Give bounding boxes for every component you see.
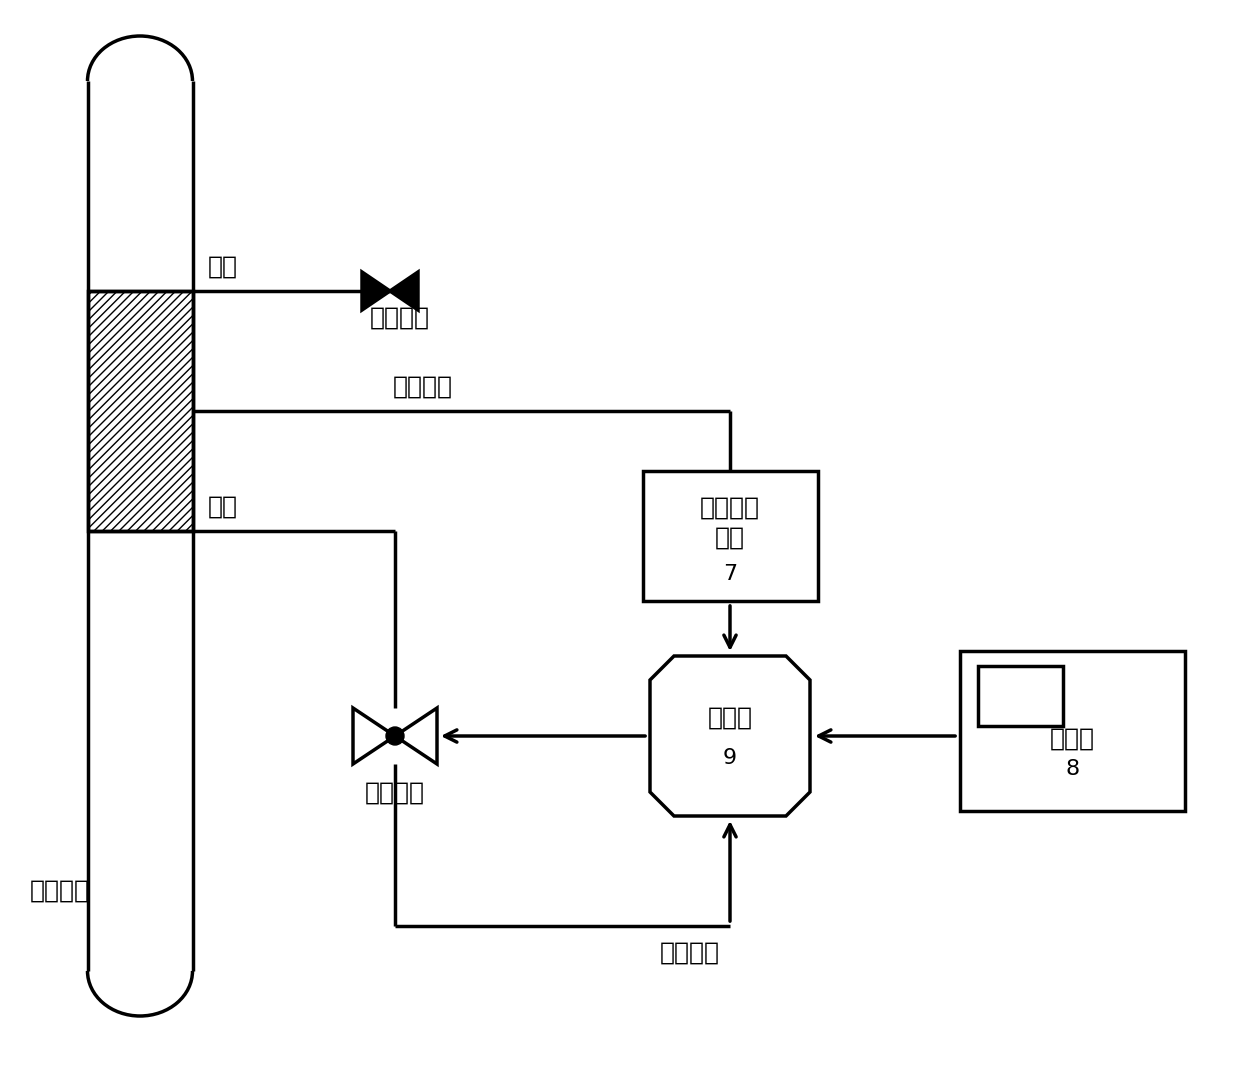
Polygon shape — [396, 708, 436, 764]
Text: 入口: 入口 — [207, 495, 238, 519]
Text: 9: 9 — [723, 748, 737, 768]
Polygon shape — [353, 708, 396, 764]
Text: 出口: 出口 — [207, 255, 238, 279]
Text: 装置: 装置 — [715, 526, 745, 550]
Text: 出口阀门: 出口阀门 — [370, 305, 430, 329]
Text: 7: 7 — [723, 564, 737, 584]
Bar — [88, 291, 192, 531]
Text: 控制台: 控制台 — [1050, 727, 1095, 751]
Bar — [642, 471, 817, 601]
Text: 热交换器: 热交换器 — [30, 879, 91, 903]
Text: 信号采集: 信号采集 — [701, 496, 760, 520]
Text: 水位测量: 水位测量 — [393, 375, 453, 399]
Polygon shape — [362, 272, 391, 310]
Bar — [960, 651, 1185, 811]
Text: 入口阀门: 入口阀门 — [365, 781, 425, 805]
Polygon shape — [391, 272, 418, 310]
Circle shape — [386, 727, 404, 745]
Bar — [978, 666, 1063, 726]
Polygon shape — [650, 656, 810, 816]
Text: 阀位测量: 阀位测量 — [660, 942, 720, 966]
Text: 控制器: 控制器 — [708, 706, 753, 730]
Text: 8: 8 — [1065, 759, 1080, 779]
